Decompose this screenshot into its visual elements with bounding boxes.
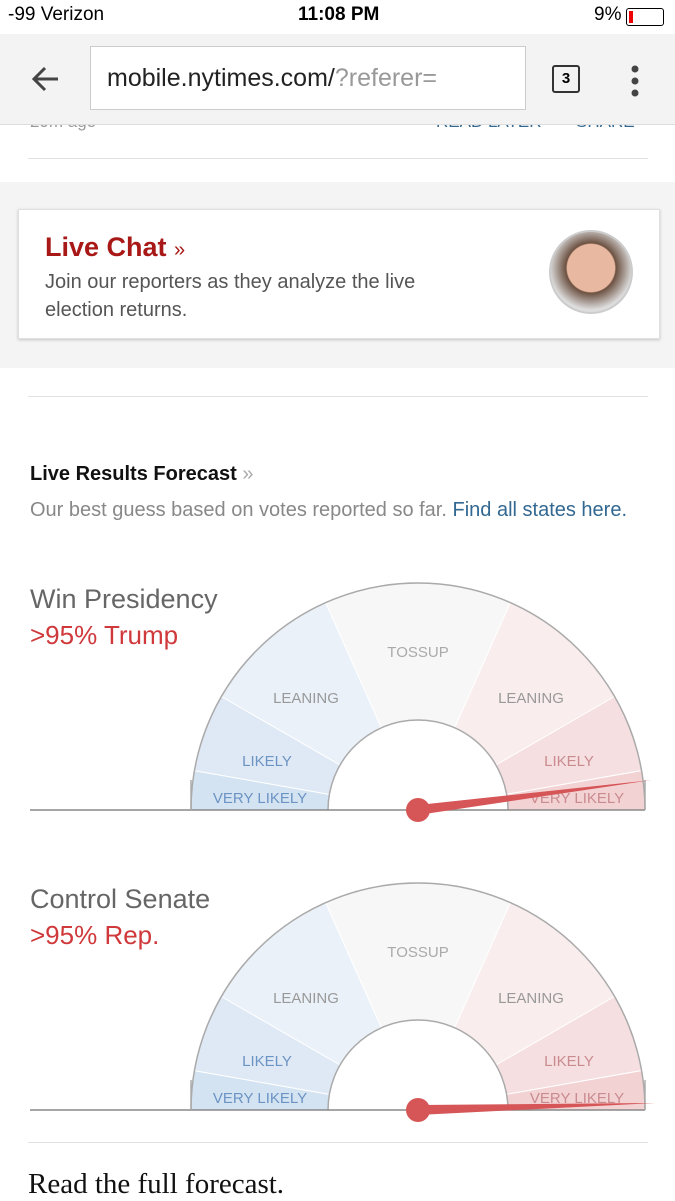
url-host: mobile.nytimes.com/ <box>107 64 335 92</box>
forecast-title[interactable]: Live Results Forecast <box>30 463 237 485</box>
full-forecast-link[interactable]: Read the full forecast. <box>28 1168 285 1200</box>
chat-title: Live Chat <box>45 232 167 262</box>
gauge-label: LEANING <box>273 690 339 707</box>
forecast-text: Our best guess based on votes reported s… <box>30 499 447 521</box>
divider <box>28 396 648 397</box>
forecast-arrow: » <box>242 463 254 485</box>
clock: 11:08 PM <box>298 4 380 25</box>
carrier: -99 Verizon <box>8 4 105 25</box>
gauge-title: Win Presidency <box>30 584 218 614</box>
dot <box>631 65 639 73</box>
browser-toolbar: mobile.nytimes.com/?referer= 3 <box>0 34 675 125</box>
gauge-label: LEANING <box>273 990 339 1007</box>
chat-arrow: » <box>174 239 186 261</box>
url-bar[interactable]: mobile.nytimes.com/?referer= <box>90 46 526 110</box>
gauge-label: LIKELY <box>242 753 292 770</box>
needle-hub <box>406 1098 430 1122</box>
gauge-label: TOSSUP <box>387 944 448 961</box>
gauge-label: VERY LIKELY <box>530 1090 624 1107</box>
battery-icon <box>626 8 664 26</box>
gauge-label: LEANING <box>498 690 564 707</box>
divider <box>28 1142 648 1143</box>
back-arrow <box>31 66 58 92</box>
dot <box>631 89 639 97</box>
battery-level <box>629 11 633 23</box>
gauge-label: TOSSUP <box>387 644 448 661</box>
gauge-result: >95% Rep. <box>30 920 160 950</box>
gauge-label: VERY LIKELY <box>213 1090 307 1107</box>
live-chat-card[interactable]: Live Chat » Join our reporters as they a… <box>18 209 660 339</box>
gauge-label: VERY LIKELY <box>213 790 307 807</box>
gauge-label: LEANING <box>498 990 564 1007</box>
gauge-title: Control Senate <box>30 884 211 914</box>
gauge-result: >95% Trump <box>30 620 179 650</box>
avatar <box>549 230 633 314</box>
battery-text: 9% <box>594 4 622 25</box>
gauge-label: LIKELY <box>544 1053 594 1070</box>
back-button[interactable] <box>30 64 62 94</box>
gauge: VERY LIKELY LIKELY LEANING TOSSUP LEANING LIK… <box>30 582 652 822</box>
tab-count[interactable]: 3 <box>552 65 580 93</box>
dot <box>631 77 639 85</box>
menu-button[interactable] <box>628 64 642 98</box>
needle <box>418 1103 655 1115</box>
needle <box>418 780 652 815</box>
gauge: VERY LIKELY LIKELY LEANING TOSSUP LEANING LIK… <box>30 882 655 1122</box>
url-query: ?referer= <box>334 64 437 92</box>
states-link[interactable]: Find all states here. <box>452 499 628 521</box>
needle-hub <box>406 798 430 822</box>
divider <box>28 158 648 159</box>
gauge-label: LIKELY <box>242 1053 292 1070</box>
chat-text: Join our reporters as they analyze the l… <box>45 271 416 321</box>
gauge-label: LIKELY <box>544 753 594 770</box>
